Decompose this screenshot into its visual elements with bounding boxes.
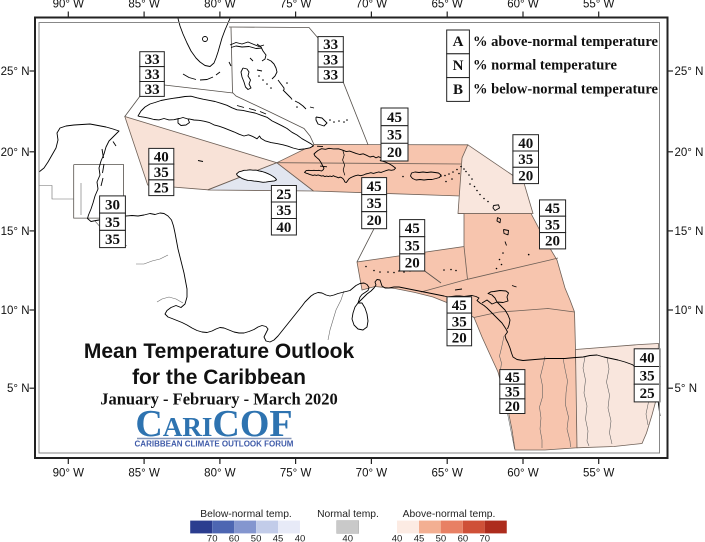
svg-text:70° W: 70° W <box>356 0 388 11</box>
svg-text:25: 25 <box>154 181 169 197</box>
svg-text:40: 40 <box>640 351 655 367</box>
svg-text:60: 60 <box>458 534 469 542</box>
svg-text:35: 35 <box>105 232 120 248</box>
svg-text:CARIBBEAN CLIMATE OUTLOOK FORU: CARIBBEAN CLIMATE OUTLOOK FORUM <box>135 440 294 449</box>
svg-text:25° N: 25° N <box>1 66 30 78</box>
svg-text:90° W: 90° W <box>53 0 85 11</box>
svg-text:20° N: 20° N <box>1 147 30 159</box>
svg-text:20: 20 <box>518 168 533 184</box>
svg-text:33: 33 <box>145 67 160 83</box>
svg-text:50: 50 <box>251 534 262 542</box>
svg-text:35: 35 <box>518 152 533 168</box>
svg-text:40: 40 <box>342 534 353 542</box>
svg-text:65° W: 65° W <box>431 468 463 480</box>
svg-text:70° W: 70° W <box>356 468 388 480</box>
svg-text:40: 40 <box>154 149 169 165</box>
svg-text:60: 60 <box>229 534 240 542</box>
svg-text:20° N: 20° N <box>675 147 704 159</box>
svg-text:% normal temperature: % normal temperature <box>473 58 617 74</box>
svg-text:January - February - March 202: January - February - March 2020 <box>100 390 338 409</box>
svg-text:45: 45 <box>367 179 382 195</box>
svg-text:20: 20 <box>545 234 560 250</box>
svg-text:10° N: 10° N <box>675 305 704 317</box>
svg-text:75° W: 75° W <box>280 0 312 11</box>
svg-text:10° N: 10° N <box>1 305 30 317</box>
svg-text:45: 45 <box>452 298 467 314</box>
svg-text:5° N: 5° N <box>7 383 30 395</box>
svg-text:30: 30 <box>105 198 120 214</box>
svg-text:45: 45 <box>414 534 425 542</box>
svg-text:80° W: 80° W <box>204 0 236 11</box>
svg-text:15° N: 15° N <box>1 226 30 238</box>
svg-text:20: 20 <box>505 399 520 415</box>
svg-text:40: 40 <box>295 534 306 542</box>
svg-text:20: 20 <box>367 213 382 229</box>
svg-text:45: 45 <box>545 201 560 217</box>
svg-text:20: 20 <box>452 331 467 347</box>
svg-text:40: 40 <box>276 220 291 236</box>
svg-text:25° N: 25° N <box>675 66 704 78</box>
svg-text:60° W: 60° W <box>507 468 539 480</box>
svg-text:25: 25 <box>276 187 291 203</box>
svg-text:35: 35 <box>276 203 291 219</box>
svg-text:15° N: 15° N <box>675 226 704 238</box>
svg-text:45: 45 <box>273 534 284 542</box>
svg-text:35: 35 <box>105 215 120 231</box>
svg-text:40: 40 <box>392 534 403 542</box>
svg-text:60° W: 60° W <box>507 0 539 11</box>
svg-text:35: 35 <box>452 314 467 330</box>
svg-text:N: N <box>453 58 464 74</box>
svg-text:% above-normal temperature: % above-normal temperature <box>473 34 659 50</box>
svg-text:70: 70 <box>480 534 491 542</box>
svg-text:70: 70 <box>207 534 218 542</box>
svg-text:35: 35 <box>154 165 169 181</box>
svg-text:A: A <box>453 34 464 50</box>
svg-text:25: 25 <box>640 386 655 402</box>
svg-text:Below-normal temp.: Below-normal temp. <box>200 509 292 520</box>
svg-text:35: 35 <box>505 385 520 401</box>
svg-text:20: 20 <box>405 255 420 271</box>
svg-text:Mean Temperature Outlook: Mean Temperature Outlook <box>84 340 355 363</box>
svg-text:85° W: 85° W <box>128 468 160 480</box>
svg-text:33: 33 <box>145 52 160 68</box>
svg-text:B: B <box>453 82 463 98</box>
svg-text:50: 50 <box>436 534 447 542</box>
svg-text:for the Caribbean: for the Caribbean <box>132 366 306 389</box>
svg-text:% below-normal temperature: % below-normal temperature <box>473 82 659 98</box>
svg-text:20: 20 <box>387 145 402 161</box>
svg-text:33: 33 <box>323 53 338 69</box>
svg-text:35: 35 <box>640 368 655 384</box>
svg-text:5° N: 5° N <box>675 383 698 395</box>
svg-text:75° W: 75° W <box>280 468 312 480</box>
svg-text:35: 35 <box>367 196 382 212</box>
svg-text:80° W: 80° W <box>204 468 236 480</box>
svg-text:35: 35 <box>545 217 560 233</box>
svg-text:90° W: 90° W <box>53 468 85 480</box>
svg-text:35: 35 <box>405 238 420 254</box>
svg-text:45: 45 <box>405 221 420 237</box>
svg-text:45: 45 <box>505 370 520 386</box>
svg-text:40: 40 <box>518 136 533 152</box>
svg-text:55° W: 55° W <box>583 0 615 11</box>
svg-text:45: 45 <box>387 110 402 126</box>
svg-text:55° W: 55° W <box>583 468 615 480</box>
svg-text:33: 33 <box>323 68 338 84</box>
svg-text:35: 35 <box>387 128 402 144</box>
svg-text:33: 33 <box>323 37 338 53</box>
svg-text:Above-normal temp.: Above-normal temp. <box>403 509 496 520</box>
svg-text:Normal temp.: Normal temp. <box>317 509 379 520</box>
svg-text:65° W: 65° W <box>431 0 463 11</box>
svg-text:85° W: 85° W <box>128 0 160 11</box>
svg-text:33: 33 <box>145 82 160 98</box>
